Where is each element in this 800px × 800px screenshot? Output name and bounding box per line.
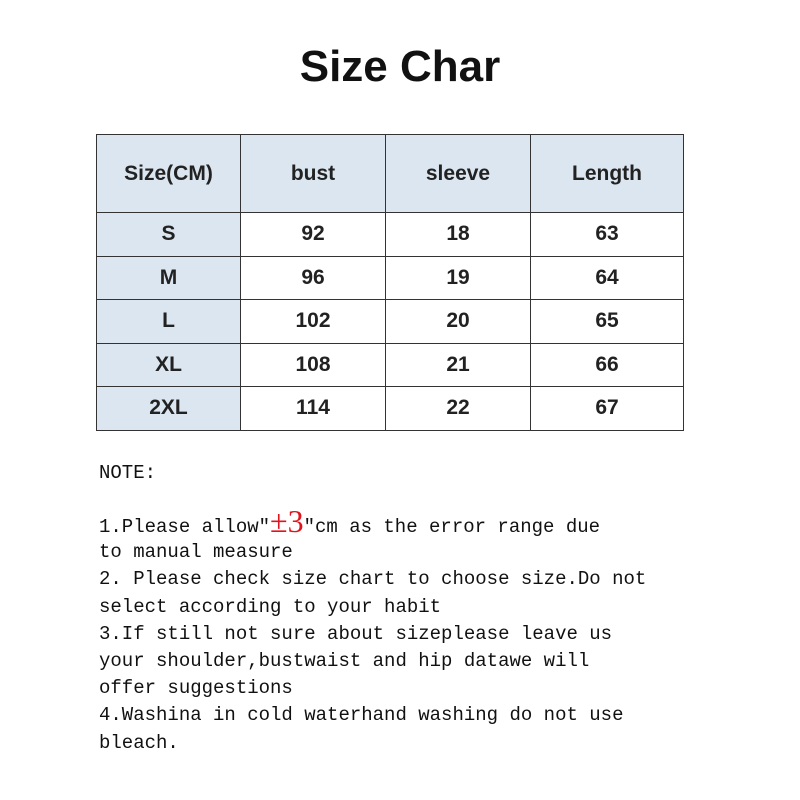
sleeve-cell: 18 [385,212,531,257]
note-line: 2. Please check size chart to choose siz… [99,568,647,591]
note-line: 1.Please allow″±3″cm as the error range … [99,503,646,539]
note-line: bleach. [99,731,179,754]
note-line: 3.If still not sure about sizeplease lea… [99,622,613,645]
length-cell: 65 [530,299,684,344]
header-cell: Length [530,134,684,213]
size-cell: M [96,255,241,300]
note-text: 1.Please allow″ [99,516,271,539]
header-cell: sleeve [385,134,531,213]
note-line: to manual measure [99,541,293,564]
note-line: select according to your habit [99,595,442,618]
table-row: L 102 20 65 [96,299,684,344]
table-row: 2XL 114 22 67 [96,386,684,431]
header-cell: Size(CM) [96,134,241,213]
table-row: S 92 18 63 [96,212,684,257]
size-cell: XL [96,342,241,387]
notes-heading: NOTE: [99,462,157,484]
size-cell: L [96,299,241,344]
table-row: XL 108 21 66 [96,342,684,387]
sleeve-cell: 19 [385,255,531,300]
size-table: Size(CM) bust sleeve Length S 92 18 63 M… [96,134,684,431]
tolerance-highlight: ±3 [270,503,304,540]
size-cell: 2XL [96,386,241,431]
length-cell: 67 [530,386,684,431]
note-line: 4.Washina in cold waterhand washing do n… [99,704,624,727]
bust-cell: 92 [240,212,386,257]
length-cell: 66 [530,342,684,387]
table-header-row: Size(CM) bust sleeve Length [96,134,684,213]
bust-cell: 114 [240,386,386,431]
size-cell: S [96,212,241,257]
header-cell: bust [240,134,386,213]
note-line: offer suggestions [99,677,293,700]
bust-cell: 96 [240,255,386,300]
note-text: ″cm as the error range due [303,516,601,539]
page-title: Size Char [299,42,501,91]
length-cell: 63 [530,212,684,257]
bust-cell: 108 [240,342,386,387]
table-row: M 96 19 64 [96,255,684,300]
bust-cell: 102 [240,299,386,344]
note-line: your shoulder,bustwaist and hip datawe w… [99,649,590,672]
notes-section: NOTE: 1.Please allow″±3″cm as the error … [99,460,646,757]
sleeve-cell: 20 [385,299,531,344]
sleeve-cell: 21 [385,342,531,387]
length-cell: 64 [530,255,684,300]
sleeve-cell: 22 [385,386,531,431]
